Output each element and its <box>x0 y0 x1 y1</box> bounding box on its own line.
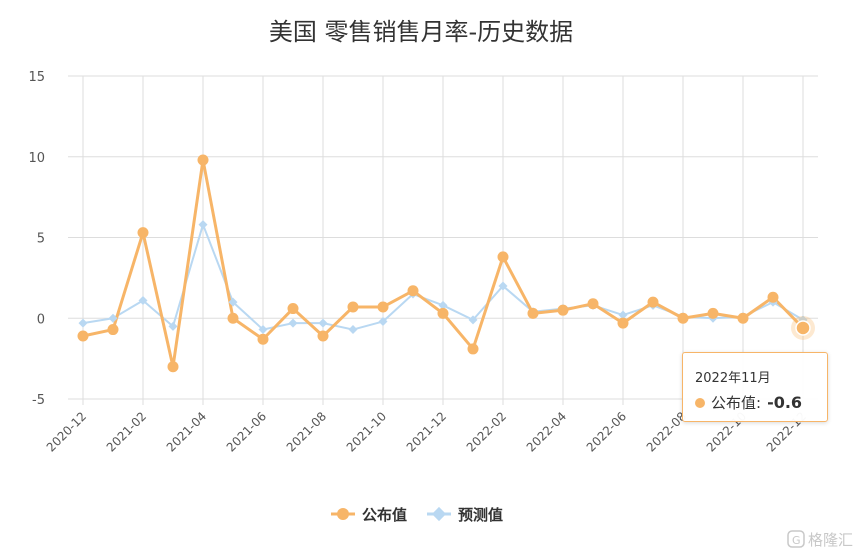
y-tick-label: 10 <box>28 151 45 166</box>
data-point-forecast[interactable] <box>258 325 268 335</box>
data-point-forecast[interactable] <box>78 318 88 328</box>
tooltip-series-dot <box>695 397 705 408</box>
data-point-published[interactable] <box>737 312 749 324</box>
data-point-forecast[interactable] <box>618 310 628 320</box>
data-point-published[interactable] <box>617 317 629 329</box>
data-point-forecast[interactable] <box>348 325 358 335</box>
data-point-published[interactable] <box>107 324 119 336</box>
data-point-published[interactable] <box>407 285 419 297</box>
data-point-forecast[interactable] <box>438 300 448 310</box>
y-tick-label: 0 <box>37 312 45 327</box>
tooltip-value: -0.6 <box>767 393 803 412</box>
y-tick-label: -5 <box>32 393 45 408</box>
y-tick-label: 15 <box>28 70 45 85</box>
data-point-published[interactable] <box>557 304 569 316</box>
data-point-forecast[interactable] <box>498 281 508 291</box>
data-point-published[interactable] <box>795 320 811 336</box>
y-tick-label: 5 <box>37 232 45 247</box>
data-point-forecast[interactable] <box>198 220 208 230</box>
data-point-published[interactable] <box>647 296 659 308</box>
data-point-published[interactable] <box>677 312 689 324</box>
data-point-published[interactable] <box>587 298 599 310</box>
series-points <box>77 154 815 373</box>
data-point-published[interactable] <box>767 291 779 303</box>
data-point-published[interactable] <box>167 361 179 373</box>
data-point-forecast[interactable] <box>468 315 478 325</box>
x-tick-label: 2021-08 <box>284 409 329 454</box>
data-point-published[interactable] <box>467 343 479 355</box>
data-point-forecast[interactable] <box>168 321 178 331</box>
legend-label-published: 公布值 <box>362 506 407 524</box>
data-point-published[interactable] <box>497 251 509 263</box>
x-tick-label: 2021-12 <box>404 409 449 454</box>
data-point-published[interactable] <box>317 330 329 342</box>
data-point-published[interactable] <box>347 301 359 313</box>
gelonghui-logo-icon <box>787 530 805 548</box>
data-point-published[interactable] <box>227 312 239 324</box>
x-tick-label: 2022-04 <box>524 409 569 454</box>
tooltip-label: 公布值: <box>711 394 762 412</box>
data-point-forecast[interactable] <box>138 295 148 305</box>
data-point-forecast[interactable] <box>228 297 238 307</box>
data-point-published[interactable] <box>377 301 389 313</box>
watermark: G 格隆汇 <box>787 530 853 549</box>
data-point-forecast[interactable] <box>108 313 118 323</box>
data-point-published[interactable] <box>437 307 449 319</box>
x-tick-label: 2022-02 <box>464 409 509 454</box>
watermark-text: 格隆汇 <box>808 531 853 549</box>
legend[interactable]: 公布值 预测值 <box>331 506 503 524</box>
y-axis: -5 0 5 10 15 <box>28 70 45 408</box>
legend-item-published[interactable]: 公布值 <box>331 506 407 524</box>
chart-title: 美国 零售销售月率-历史数据 <box>269 18 573 46</box>
data-point-forecast[interactable] <box>378 316 388 326</box>
tooltip: 2022年11月 公布值: -0.6 <box>682 352 828 422</box>
data-point-published[interactable] <box>257 333 269 345</box>
x-tick-label: 2021-02 <box>104 409 149 454</box>
x-tick-label: 2021-10 <box>344 409 389 454</box>
data-point-published[interactable] <box>197 154 209 166</box>
data-point-published[interactable] <box>527 307 539 319</box>
x-tick-label: 2020-12 <box>44 409 89 454</box>
data-point-published[interactable] <box>287 303 299 315</box>
legend-item-forecast[interactable]: 预测值 <box>427 506 503 524</box>
svg-text:G: G <box>792 534 801 547</box>
tooltip-row: 公布值: -0.6 <box>695 392 815 413</box>
data-point-forecast[interactable] <box>288 318 298 328</box>
tooltip-date: 2022年11月 <box>695 371 771 386</box>
data-point-published[interactable] <box>77 330 89 342</box>
x-tick-label: 2022-06 <box>584 409 629 454</box>
data-point-published[interactable] <box>707 307 719 319</box>
data-point-published[interactable] <box>137 227 149 239</box>
x-tick-label: 2021-04 <box>164 409 209 454</box>
data-point-forecast[interactable] <box>318 318 328 328</box>
legend-label-forecast: 预测值 <box>458 506 503 524</box>
x-tick-label: 2021-06 <box>224 409 269 454</box>
